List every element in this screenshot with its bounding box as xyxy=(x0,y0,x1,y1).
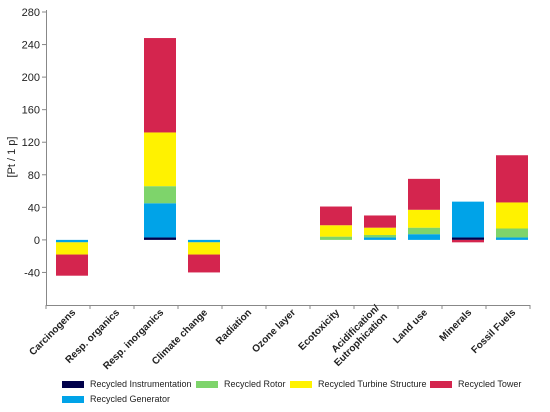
y-tick-label: 200 xyxy=(22,72,40,84)
x-tick-label: Land use xyxy=(391,307,430,346)
bar-segment xyxy=(364,227,396,236)
bar-segment xyxy=(56,242,88,255)
y-tick-label: 120 xyxy=(22,137,40,149)
bar-segment xyxy=(320,225,352,237)
bar-segment xyxy=(364,215,396,228)
bar-segment xyxy=(188,239,220,243)
y-axis-label: [Pt / 1 p] xyxy=(6,137,18,178)
bar-segment xyxy=(408,227,440,235)
bar-segment xyxy=(408,234,440,240)
x-tick-label: Ozone layer xyxy=(250,307,298,355)
svg-text:Minerals: Minerals xyxy=(438,307,475,344)
y-tick-label: 40 xyxy=(28,202,40,214)
bar-segment xyxy=(408,178,440,210)
bar-segment xyxy=(452,239,484,243)
svg-text:Ozone layer: Ozone layer xyxy=(250,307,298,355)
y-tick-label: 0 xyxy=(34,235,40,247)
bar-segment xyxy=(496,237,528,240)
y-tick-label: 160 xyxy=(22,105,40,117)
y-tick-label: -40 xyxy=(24,267,40,279)
svg-text:Radiation: Radiation xyxy=(214,307,254,347)
x-tick-label: Minerals xyxy=(438,307,475,344)
bar-segment xyxy=(496,155,528,203)
y-tick-label: 80 xyxy=(28,170,40,182)
bar-segment xyxy=(408,209,440,228)
bar-segment xyxy=(496,202,528,229)
bar-segment xyxy=(56,239,88,243)
bar-segment xyxy=(364,235,396,238)
bar-segment xyxy=(144,186,176,204)
bar-segment xyxy=(188,254,220,273)
bar-segment xyxy=(452,201,484,238)
bar-segment xyxy=(144,237,176,240)
x-tick-label: Fossil Fuels xyxy=(469,307,518,356)
bars xyxy=(56,38,528,276)
svg-text:Land use: Land use xyxy=(391,307,430,346)
x-tick-label: Radiation xyxy=(214,307,254,347)
y-tick-label: 240 xyxy=(22,40,40,52)
bar-segment xyxy=(320,206,352,226)
svg-text:Fossil Fuels: Fossil Fuels xyxy=(469,307,518,356)
y-ticks: -40 0 40 80 120 160 200 240 280 xyxy=(22,7,46,279)
bar-segment xyxy=(496,228,528,238)
bar-segment xyxy=(452,237,484,240)
bar-segment xyxy=(56,254,88,276)
bar-segment xyxy=(364,237,396,240)
bar-segment xyxy=(320,236,352,240)
bar-segment xyxy=(188,242,220,255)
bar-segment xyxy=(144,203,176,238)
bar-segment xyxy=(144,132,176,187)
bar-segment xyxy=(144,38,176,133)
y-tick-label: 280 xyxy=(22,7,40,19)
